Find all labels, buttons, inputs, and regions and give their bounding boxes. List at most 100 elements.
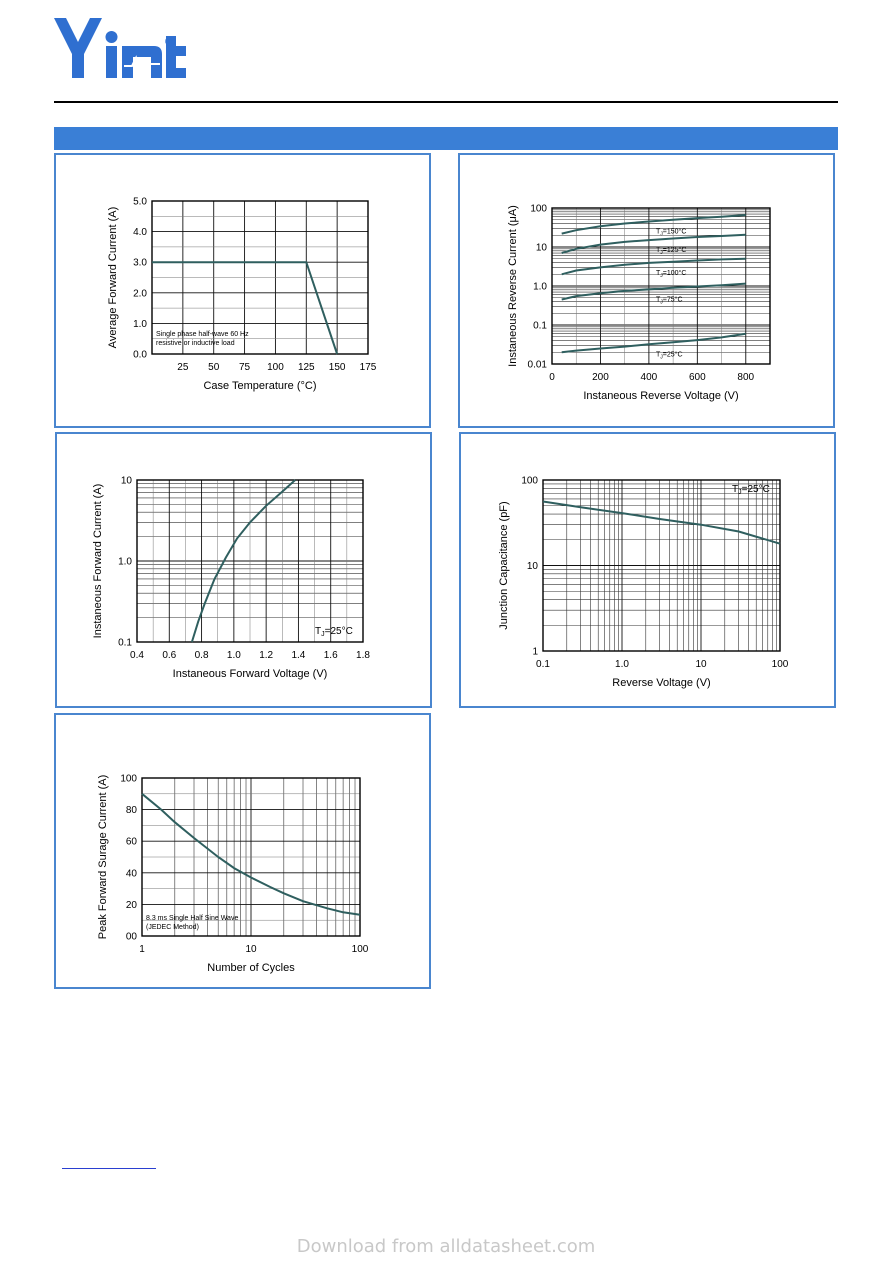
y-tick-label: 40: [126, 868, 138, 879]
y-axis-label: Average Forward Current (A): [107, 207, 119, 349]
curve-label-5: TJ=25°C: [656, 350, 683, 360]
x-tick-label: 0.4: [130, 650, 144, 661]
series-line-1: [542, 500, 781, 545]
registered-mark: ®: [165, 33, 176, 49]
capacitance-chart-panel: 0.1 1.0 10 100 1 10 100 Reverse Voltage (V) Junc…: [459, 432, 836, 708]
section-band: [54, 127, 838, 150]
series-line-1: [561, 214, 746, 235]
y-tick-label: 100: [120, 774, 137, 785]
header-rule: [54, 101, 838, 103]
series-line-3: [561, 257, 746, 276]
x-tick-label: 100: [772, 659, 789, 670]
x-tick-label: 10: [695, 659, 707, 670]
x-axis-label: Instaneous Forward Voltage (V): [173, 668, 328, 680]
derating-chart: 25 50 75 100 125 150 175 0.0 1.0 2.0 3.0 4.0 5.0 Case…: [107, 197, 377, 393]
y-tick-label: 2.0: [133, 288, 147, 299]
x-tick-label: 800: [737, 372, 754, 383]
y-tick-label: 4.0: [133, 227, 147, 238]
y-tick-label: 1.0: [133, 319, 147, 330]
curve-label-3: TJ=100°C: [656, 269, 686, 279]
y-tick-label: 5.0: [133, 197, 147, 208]
x-tick-label: 1.8: [356, 650, 370, 661]
series-line-2: [561, 233, 746, 254]
series-line-5: [561, 332, 746, 354]
y-tick-label: 0.01: [528, 360, 548, 371]
x-tick-label: 600: [689, 372, 706, 383]
x-axis-label: Case Temperature (°C): [203, 380, 316, 392]
curve-label-1: TJ=150°C: [656, 228, 686, 238]
annotation-line-1: Single phase half-wave 60 Hz: [156, 331, 249, 338]
plot-frame: [151, 200, 369, 355]
y-tick-label: 10: [121, 476, 133, 487]
series-line-4: [561, 282, 746, 301]
footer-link-underline[interactable]: [62, 1168, 156, 1169]
y-tick-label: 10: [527, 561, 539, 572]
surge-current-chart-panel: 1 10 100 00 20 40 60 80 100 Number of Cycles Peak …: [54, 713, 431, 989]
y-tick-label: 0.1: [533, 321, 547, 332]
series-line-1: [152, 261, 339, 355]
y-tick-label: 0.1: [118, 638, 132, 649]
x-tick-label: 75: [239, 362, 251, 373]
curve-label-4: TJ=75°C: [656, 295, 683, 305]
y-tick-label: 1: [532, 647, 538, 658]
y-tick-label: 0.0: [133, 350, 147, 361]
x-tick-label: 150: [329, 362, 346, 373]
x-tick-label: 175: [360, 362, 377, 373]
x-axis-label: Reverse Voltage (V): [612, 677, 710, 689]
curve-label-2: TJ=125°C: [656, 246, 686, 256]
plot-frame: [141, 777, 361, 937]
x-tick-label: 1.0: [227, 650, 241, 661]
y-axis-label: Instaneous Reverse Current (μA): [507, 205, 519, 367]
reverse-current-chart-panel: 0 200 400 600 800 0.01 0.1 1.0 10 100 Instaneous R…: [458, 153, 835, 428]
y-tick-label: 3.0: [133, 258, 147, 269]
x-axis-label: Instaneous Reverse Voltage (V): [583, 390, 738, 402]
surge-current-chart: 1 10 100 00 20 40 60 80 100 Number of Cycles Peak …: [97, 774, 369, 975]
y-tick-label: 20: [126, 900, 138, 911]
forward-voltage-chart: 0.4 0.6 0.8 1.0 1.2 1.4 1.6 1.8 0.1 1.0 10 Instaneo…: [92, 476, 370, 681]
plot-frame: [136, 479, 364, 643]
x-tick-label: 100: [352, 944, 369, 955]
x-tick-label: 400: [641, 372, 658, 383]
series-line-1: [141, 793, 361, 916]
forward-voltage-chart-panel: 0.4 0.6 0.8 1.0 1.2 1.4 1.6 1.8 0.1 1.0 10 Instaneo…: [55, 432, 432, 708]
y-axis-label: Peak Forward Surage Current (A): [97, 775, 109, 939]
x-tick-label: 125: [298, 362, 315, 373]
y-tick-label: 80: [126, 805, 138, 816]
plot-frame: [551, 207, 771, 365]
yint-logo: ®: [54, 18, 186, 78]
x-axis-label: Number of Cycles: [207, 962, 295, 974]
x-tick-label: 1.6: [324, 650, 338, 661]
x-tick-label: 0.6: [162, 650, 176, 661]
y-tick-label: 100: [530, 204, 547, 215]
reverse-current-chart: 0 200 400 600 800 0.01 0.1 1.0 10 100 Instaneous R…: [507, 204, 771, 402]
x-tick-label: 200: [592, 372, 609, 383]
y-tick-label: 1.0: [118, 557, 132, 568]
x-tick-label: 0.1: [536, 659, 550, 670]
y-axis-label: Instaneous Forward Current (A): [92, 484, 104, 639]
y-tick-label: 10: [536, 243, 548, 254]
y-tick-label: 1.0: [533, 282, 547, 293]
x-tick-label: 1.0: [615, 659, 629, 670]
x-tick-label: 0.8: [195, 650, 209, 661]
x-tick-label: 0: [549, 372, 555, 383]
y-tick-label: 00: [126, 932, 138, 943]
condition-label: TJ=25°C: [732, 484, 770, 496]
x-tick-label: 1.4: [291, 650, 305, 661]
series-line-1: [190, 479, 296, 643]
annotation-line-2: resistive or inductive load: [156, 340, 235, 347]
y-axis-label: Junction Capacitance (pF): [498, 501, 510, 629]
condition-label: TJ=25°C: [315, 626, 353, 638]
x-tick-label: 10: [245, 944, 257, 955]
plot-frame: [542, 479, 781, 652]
watermark: Download from alldatasheet.com: [296, 1236, 596, 1257]
annotation-line-2: (JEDEC Method): [146, 924, 199, 931]
x-tick-label: 1: [139, 944, 145, 955]
derating-chart-panel: 25 50 75 100 125 150 175 0.0 1.0 2.0 3.0 4.0 5.0 Case…: [54, 153, 431, 428]
y-tick-label: 60: [126, 837, 138, 848]
x-tick-label: 25: [177, 362, 189, 373]
x-tick-label: 50: [208, 362, 220, 373]
capacitance-chart: 0.1 1.0 10 100 1 10 100 Reverse Voltage (V) Junc…: [498, 476, 789, 690]
x-tick-label: 100: [267, 362, 284, 373]
x-tick-label: 1.2: [259, 650, 273, 661]
annotation-line-1: 8.3 ms Single Half Sine Wave: [146, 915, 238, 922]
